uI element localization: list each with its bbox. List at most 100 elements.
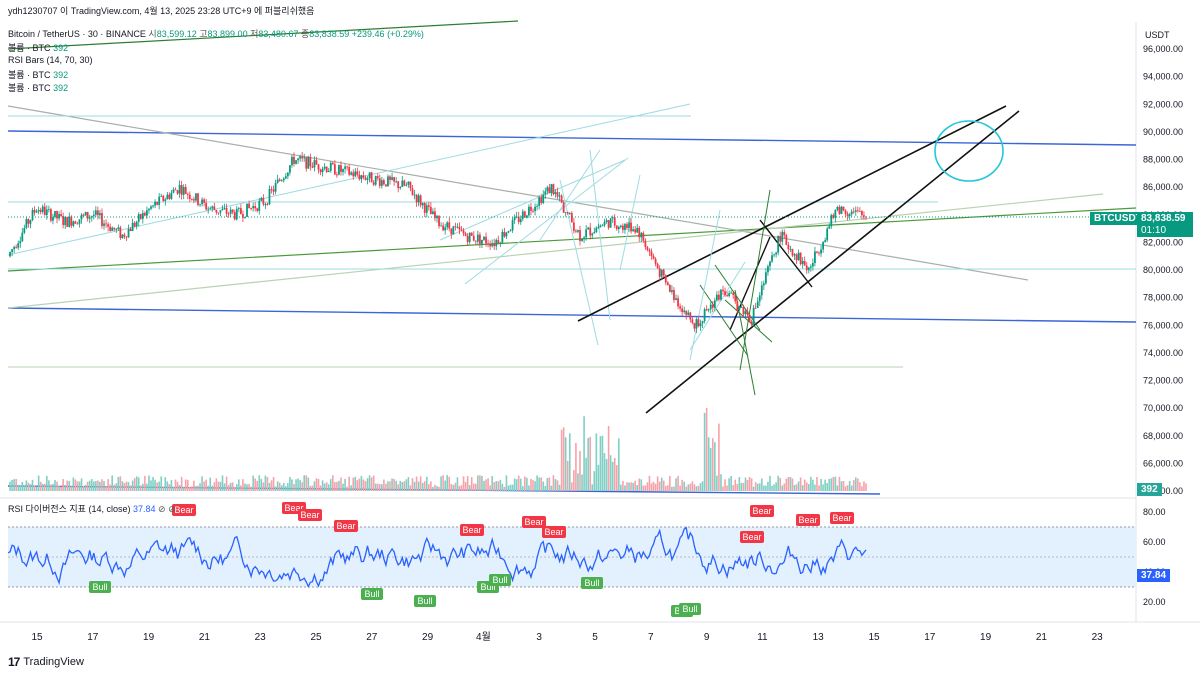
candle-body xyxy=(427,205,430,207)
volume-bar xyxy=(301,482,303,491)
indicator-row-3[interactable]: 볼륨 · BTC 392 xyxy=(8,68,68,81)
trendline-drawings[interactable] xyxy=(7,20,1137,495)
volume-bar xyxy=(781,485,784,491)
candle-body xyxy=(789,248,792,250)
candle-body xyxy=(440,225,442,227)
tradingview-logo[interactable]: 17 TradingView xyxy=(8,655,84,669)
bear-marker xyxy=(542,526,566,538)
candle-body xyxy=(268,188,271,205)
volume-bar xyxy=(43,483,46,491)
volume-bar xyxy=(758,483,761,491)
candle-body xyxy=(370,172,373,183)
candle-body xyxy=(415,194,418,203)
time-axis[interactable]: 15 17 19 21 23 25 27 29 4월 3 5 7 9 11 13 15 17 19 21 23 xyxy=(31,631,1103,643)
candle-body xyxy=(803,260,806,266)
candle-body xyxy=(566,212,569,214)
volume-bar xyxy=(763,485,765,491)
candle-body xyxy=(536,205,538,207)
rsi-series[interactable] xyxy=(7,526,867,589)
candle-body xyxy=(760,285,763,296)
bull-marker-label: Bull xyxy=(492,575,507,585)
bear-marker xyxy=(298,509,322,521)
bull-marker-label: Bull xyxy=(584,578,599,588)
candle-body xyxy=(211,206,214,209)
volume-bar xyxy=(556,480,559,491)
candle-body xyxy=(468,232,471,243)
volume-bar xyxy=(97,480,99,491)
candle-body xyxy=(148,208,150,211)
candle-body xyxy=(664,275,667,283)
candle-body xyxy=(129,228,132,232)
candle-body xyxy=(319,169,322,173)
indicator-row-4[interactable]: 볼륨 · BTC 392 xyxy=(8,81,68,94)
candle-body xyxy=(556,192,559,197)
candle-body xyxy=(740,306,743,308)
price-tick-label: 86,000.00 xyxy=(1143,182,1183,192)
volume-bar xyxy=(197,485,199,491)
candle-body xyxy=(274,183,277,192)
volume-bar xyxy=(581,474,583,491)
candle-body xyxy=(323,166,326,169)
rsi-legend[interactable]: RSI 다이버전스 지표 (14, close) 37.84 ⊘ ⊘ xyxy=(8,502,176,515)
indicator-row-1[interactable]: 볼륨 · BTC 392 xyxy=(8,41,68,54)
candle-body xyxy=(809,266,812,268)
bear-marker-label: Bear xyxy=(798,515,817,525)
candle-body xyxy=(162,195,165,201)
candle-body xyxy=(581,238,583,241)
volume-bar xyxy=(724,479,726,491)
bear-marker xyxy=(460,524,484,536)
candle-body xyxy=(485,236,487,244)
bull-marker-label: Bull xyxy=(417,596,432,606)
volume-bar xyxy=(211,485,214,491)
volume-bar xyxy=(701,481,704,491)
volume-bar xyxy=(178,484,181,491)
currency-label[interactable]: USDT xyxy=(1145,30,1170,40)
volume-bar xyxy=(624,485,626,491)
settings-icon[interactable]: ⊘ ⊘ xyxy=(158,504,176,514)
candle-body xyxy=(105,223,107,225)
candle-body xyxy=(84,211,87,216)
candle-body xyxy=(29,220,32,224)
candle-body xyxy=(542,194,545,204)
volume-bar xyxy=(519,478,522,491)
candle-body xyxy=(203,199,206,203)
volume-bar xyxy=(675,478,677,491)
indicator-row-2[interactable]: RSI Bars (14, 70, 30) xyxy=(8,55,93,65)
volume-bar xyxy=(387,481,389,491)
candle-body xyxy=(765,272,767,284)
candle-body xyxy=(658,268,661,277)
candle-body xyxy=(493,243,496,247)
candle-body xyxy=(429,206,432,215)
volume-bar xyxy=(863,481,865,491)
volume-bar xyxy=(182,486,185,491)
candle-body xyxy=(33,209,36,213)
volume-bar xyxy=(716,475,718,491)
volume-bar xyxy=(291,479,293,491)
volume-bar xyxy=(805,482,808,491)
volume-bar xyxy=(133,478,136,491)
candle-body xyxy=(807,267,810,271)
date-tick-label: 19 xyxy=(980,632,992,643)
candle-body xyxy=(593,232,596,234)
candle-body xyxy=(626,224,628,228)
price-tick-label: 70,000.00 xyxy=(1143,403,1183,413)
price-tick-label: 80,000.00 xyxy=(1143,265,1183,275)
last-price-tag: 83,838.59 xyxy=(1137,212,1193,225)
volume-bar xyxy=(215,478,218,491)
candle-body xyxy=(197,193,199,205)
candle-body xyxy=(213,206,216,210)
candle-body xyxy=(342,168,344,172)
date-tick-label: 23 xyxy=(255,632,267,643)
candle-body xyxy=(45,209,48,216)
price-series[interactable] xyxy=(8,151,1136,334)
low-label: 저 xyxy=(250,29,259,39)
volume-bar xyxy=(740,482,743,491)
candle-body xyxy=(830,215,833,227)
candle-body xyxy=(137,214,140,222)
candle-body xyxy=(156,201,159,205)
candle-body xyxy=(834,209,837,218)
volume-bar xyxy=(756,483,759,491)
candle-body xyxy=(709,304,712,310)
volume-bar xyxy=(366,478,369,491)
